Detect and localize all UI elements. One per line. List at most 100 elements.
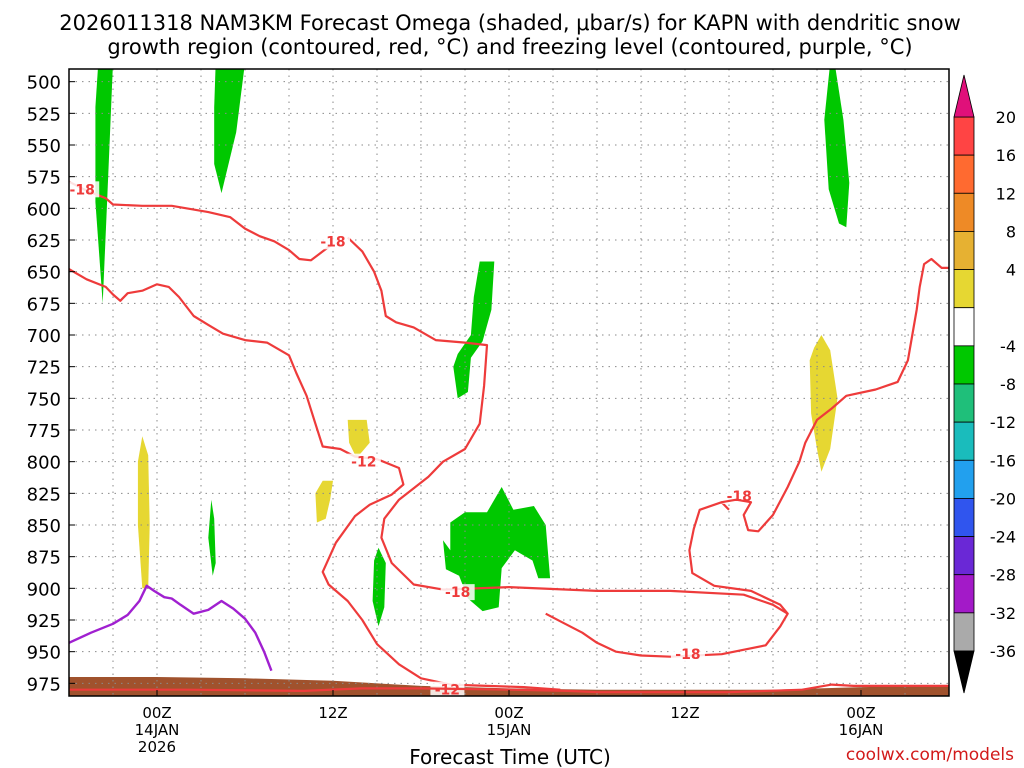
x-tick-label-4-1: 16JAN bbox=[839, 721, 884, 739]
y-tick-label-15: 875 bbox=[27, 548, 61, 569]
y-tick-label-14: 850 bbox=[27, 516, 61, 537]
x-tick-label-0-1: 14JAN bbox=[135, 721, 180, 739]
y-tick-label-19: 975 bbox=[27, 674, 61, 695]
y-axis: 500 525 550 575 600 625 650 675 700 725 750 775 800 8… bbox=[27, 73, 75, 695]
y-tick-label-16: 900 bbox=[27, 579, 61, 600]
dgz-label-bg-5 bbox=[670, 646, 705, 663]
omega-region-7 bbox=[137, 436, 150, 589]
dgz-contour-label-0: -18 bbox=[70, 182, 95, 198]
y-tick-label-9: 725 bbox=[27, 358, 61, 379]
colorbar-label-7: -12 bbox=[990, 413, 1016, 432]
plot-area: -18-18-18-12-12-18-18 bbox=[69, 69, 949, 696]
x-tick-label-2-1: 15JAN bbox=[487, 721, 532, 739]
chart-title-line2: growth region (contoured, red, °C) and f… bbox=[107, 35, 912, 59]
colorbar-label-8: -16 bbox=[990, 451, 1016, 470]
colorbar-top-arrow bbox=[953, 74, 975, 118]
y-tick-label-2: 550 bbox=[27, 136, 61, 157]
colorbar-bin-13 bbox=[953, 612, 975, 652]
y-tick-label-4: 600 bbox=[27, 199, 61, 220]
y-tick-label-8: 700 bbox=[27, 326, 61, 347]
colorbar-label-2: 12 bbox=[996, 184, 1016, 203]
colorbar-label-13: -36 bbox=[990, 642, 1016, 661]
credit-text: coolwx.com/models bbox=[846, 745, 1014, 765]
dgz-label-bg-1 bbox=[316, 233, 350, 250]
omega-region-2 bbox=[824, 69, 850, 228]
x-tick-label-2-0: 00Z bbox=[494, 704, 523, 722]
x-tick-label-1-0: 12Z bbox=[318, 704, 347, 722]
y-tick-label-11: 775 bbox=[27, 421, 61, 442]
dgz-low-contour bbox=[69, 683, 949, 694]
y-tick-label-17: 925 bbox=[27, 611, 61, 632]
colorbar-bottom-arrow bbox=[953, 650, 975, 694]
colorbar-bin-2 bbox=[953, 192, 975, 232]
omega-region-6 bbox=[443, 487, 551, 612]
colorbar-label-1: 16 bbox=[996, 146, 1016, 165]
colorbar-bin-8 bbox=[953, 421, 975, 461]
dgz-contour-6 bbox=[688, 501, 789, 615]
freezing-level-layer bbox=[69, 584, 273, 672]
colorbar-label-5: -4 bbox=[1000, 337, 1016, 356]
dgz-label-bg-3 bbox=[346, 453, 381, 470]
x-tick-label-3-0: 12Z bbox=[670, 704, 699, 722]
colorbar-label-9: -20 bbox=[990, 489, 1016, 508]
colorbar-label-12: -32 bbox=[990, 604, 1016, 623]
colorbar-bin-6 bbox=[953, 345, 975, 385]
y-tick-label-1: 525 bbox=[27, 104, 61, 125]
omega-region-10 bbox=[809, 335, 838, 472]
dgz-contour-label-2: -18 bbox=[445, 585, 470, 601]
dgz-contour-label-5: -18 bbox=[675, 647, 700, 663]
omega-region-9 bbox=[315, 480, 333, 523]
freezing-level-line bbox=[69, 584, 273, 672]
y-tick-label-6: 650 bbox=[27, 263, 61, 284]
x-tick-label-0-0: 00Z bbox=[142, 704, 171, 722]
omega-region-4 bbox=[208, 499, 216, 576]
dgz-contour-1 bbox=[346, 236, 598, 592]
colorbar-bin-4 bbox=[953, 269, 975, 309]
dgz-label-bg-0 bbox=[69, 181, 100, 198]
colorbar-bin-9 bbox=[953, 459, 975, 499]
dgz-contour-5 bbox=[545, 589, 789, 658]
omega-region-5 bbox=[372, 547, 386, 627]
x-tick-label-0-2: 2026 bbox=[138, 738, 176, 756]
dgz-label-bg-2 bbox=[440, 584, 475, 601]
dgz-contour-2 bbox=[69, 268, 561, 691]
colorbar-label-6: -8 bbox=[1000, 375, 1016, 394]
x-tick-label-4-0: 00Z bbox=[846, 704, 875, 722]
y-tick-label-5: 625 bbox=[27, 231, 61, 252]
colorbar-bin-10 bbox=[953, 498, 975, 537]
y-tick-label-13: 825 bbox=[27, 484, 61, 505]
omega-region-0 bbox=[95, 69, 113, 304]
omega-shading-layer bbox=[95, 69, 850, 627]
colorbar-bin-7 bbox=[953, 383, 975, 423]
colorbar-bin-11 bbox=[953, 536, 975, 576]
colorbar-bin-0 bbox=[953, 116, 975, 156]
colorbar-label-4: 4 bbox=[1006, 261, 1016, 280]
colorbar-bin-12 bbox=[953, 574, 975, 614]
dgz-contour-0 bbox=[69, 180, 334, 262]
colorbar-label-11: -28 bbox=[990, 566, 1016, 585]
chart-title-line1: 2026011318 NAM3KM Forecast Omega (shaded… bbox=[59, 11, 961, 35]
colorbar-bin-3 bbox=[953, 231, 975, 270]
colorbar-label-10: -24 bbox=[990, 528, 1016, 547]
omega-region-3 bbox=[453, 261, 495, 399]
omega-colorbar: 20 16 12 8 4 -4 -8 -12 -16 -20 -24 -28 -32 -36 bbox=[953, 74, 1016, 694]
colorbar-bin-1 bbox=[953, 154, 975, 194]
x-axis-label: Forecast Time (UTC) bbox=[409, 745, 611, 768]
colorbar-label-0: 20 bbox=[996, 108, 1016, 127]
omega-region-8 bbox=[347, 419, 370, 458]
y-tick-label-10: 750 bbox=[27, 389, 61, 410]
y-tick-label-3: 575 bbox=[27, 168, 61, 189]
y-tick-label-12: 800 bbox=[27, 453, 61, 474]
colorbar-label-3: 8 bbox=[1006, 222, 1016, 241]
grid-layer bbox=[69, 69, 949, 696]
dgz-contour-label-1: -18 bbox=[320, 234, 345, 250]
dgz-contour-label-3: -12 bbox=[351, 455, 376, 471]
y-tick-label-0: 500 bbox=[27, 73, 61, 94]
colorbar-bin-5 bbox=[953, 307, 975, 347]
y-tick-label-18: 950 bbox=[27, 643, 61, 664]
dgz-contour-layer: -18-18-18-12-12-18-18 bbox=[69, 180, 949, 696]
y-tick-label-7: 675 bbox=[27, 294, 61, 315]
dgz-contour-7 bbox=[721, 257, 949, 533]
